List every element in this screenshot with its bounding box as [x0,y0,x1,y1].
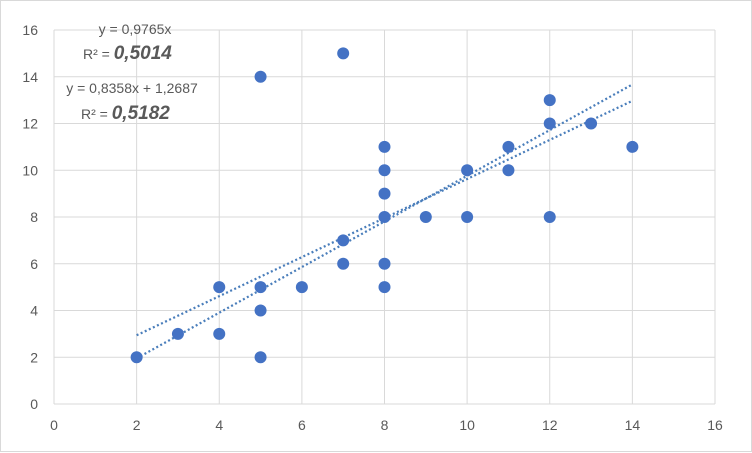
data-point [254,351,267,364]
data-point [337,234,350,247]
data-point [295,281,308,294]
data-point [378,140,391,153]
x-tick-label: 2 [133,417,141,433]
trendline-2-equation: y = 0,8358x + 1,2687 [66,80,198,96]
trendline-2-label: y = 0,8358x + 1,2687 R² = 0,5182 [66,80,198,124]
trendlines [136,83,633,360]
data-point [543,211,556,223]
y-axis-ticks: 0 2 4 6 8 10 12 14 16 [22,22,38,412]
data-point [378,211,391,223]
x-tick-label: 16 [707,417,723,433]
y-tick-label: 16 [22,22,38,38]
data-point [213,327,226,340]
data-point [337,47,350,60]
y-tick-label: 8 [30,209,38,225]
data-point [543,94,556,107]
y-tick-label: 2 [30,349,38,365]
trendline-1-r2: R² = 0,5014 [83,43,172,64]
x-tick-label: 8 [381,417,389,433]
y-tick-label: 14 [22,69,38,85]
data-point [461,211,474,223]
data-point [254,70,267,83]
data-point [378,281,391,294]
data-point [626,140,639,153]
x-tick-label: 14 [625,417,641,433]
trendline-1-equation: y = 0,9765x [99,21,172,37]
trendline-2 [136,99,633,337]
data-point [254,304,267,317]
data-point [502,140,515,153]
y-tick-label: 6 [30,256,38,272]
data-point [502,164,515,177]
x-tick-label: 6 [298,417,306,433]
data-point [543,117,556,130]
data-point [254,281,267,294]
y-tick-label: 10 [22,162,38,178]
x-tick-label: 0 [50,417,58,433]
trendline-2-r2: R² = 0,5182 [81,103,170,124]
y-tick-label: 0 [30,396,38,412]
data-point [130,351,143,364]
x-axis-ticks: 0 2 4 6 8 10 12 14 16 [50,417,723,433]
data-point [337,257,350,270]
trendline-1-r2-value: 0,5014 [114,43,173,64]
data-point [171,327,184,340]
trendline-2-r2-value: 0,5182 [112,103,171,124]
trendline-1-r2-prefix: R² = [83,46,114,62]
data-point [585,117,598,130]
data-point [378,164,391,177]
data-point [419,211,432,223]
data-point [378,257,391,270]
data-point [378,187,391,200]
trendline-1-label: y = 0,9765x R² = 0,5014 [83,21,172,64]
data-point [213,281,226,294]
y-tick-label: 4 [30,303,38,319]
x-tick-label: 12 [542,417,558,433]
data-points [130,47,639,364]
data-point [461,164,474,177]
trendline-2-r2-prefix: R² = [81,106,112,122]
x-tick-label: 10 [459,417,475,433]
y-tick-label: 12 [22,116,38,132]
x-tick-label: 4 [215,417,223,433]
